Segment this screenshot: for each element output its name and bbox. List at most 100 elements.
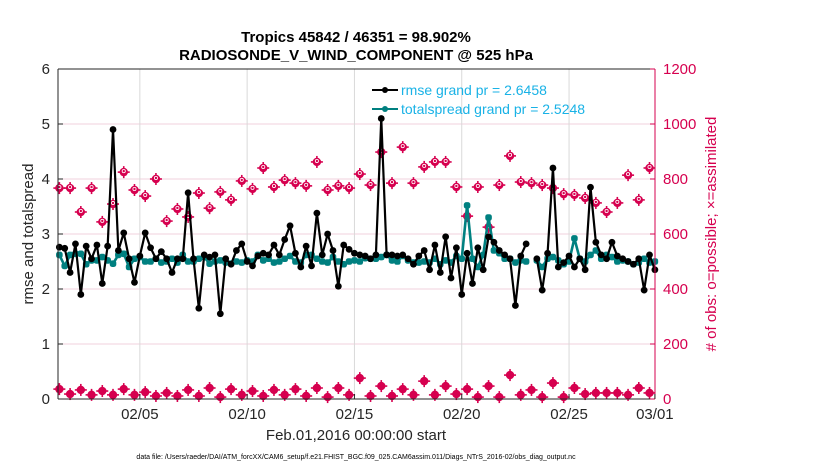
rmse-point xyxy=(281,236,289,243)
obs-assimilated-marker xyxy=(310,382,323,394)
rmse-point xyxy=(630,260,637,268)
rmse-point xyxy=(334,282,342,290)
rmse-point xyxy=(383,251,391,259)
legend-rmse-label: rmse grand pr = 2.6458 xyxy=(401,82,547,98)
obs-possible-marker xyxy=(353,168,366,181)
obs-possible-marker xyxy=(225,193,238,206)
rmse-point xyxy=(275,251,283,259)
totalspread-point xyxy=(549,253,557,261)
rmse-point xyxy=(501,251,509,259)
totalspread-point xyxy=(131,255,138,263)
obs-layer xyxy=(53,141,656,404)
totalspread-point xyxy=(109,260,117,267)
rmse-point xyxy=(613,252,621,260)
totalspread-point xyxy=(98,253,106,261)
rmse-point xyxy=(136,252,144,260)
rmse-point xyxy=(114,247,122,254)
rmse-point xyxy=(340,241,348,249)
obs-possible-marker xyxy=(493,179,506,192)
obs-possible-marker xyxy=(643,162,656,174)
rmse-point xyxy=(98,280,106,287)
y-tick-label: 0 xyxy=(42,391,50,408)
rmse-point xyxy=(200,251,208,259)
obs-assimilated-marker xyxy=(139,386,152,399)
rmse-point xyxy=(431,241,439,249)
rmse-point xyxy=(619,255,627,263)
y-right-tick-label: 0 xyxy=(663,391,671,408)
obs-assimilated-marker xyxy=(385,389,398,402)
totalspread-point xyxy=(270,259,278,266)
chart-title-line2: RADIOSONDE_V_WIND_COMPONENT @ 525 hPa xyxy=(179,47,534,64)
totalspread-point xyxy=(120,250,128,258)
x-tick-label: 03/01 xyxy=(636,406,674,423)
obs-possible-marker xyxy=(246,182,259,195)
rmse-point xyxy=(216,310,224,318)
totalspread-point xyxy=(351,257,358,264)
obs-assimilated-marker xyxy=(514,388,527,401)
obs-possible-marker xyxy=(343,182,356,195)
rmse-point xyxy=(404,255,412,263)
rmse-point xyxy=(190,255,197,263)
totalspread-point xyxy=(233,258,240,265)
y-right-tick-label: 200 xyxy=(663,336,688,353)
ticks: 0 1 2 3 4 5 6 0 200 400 600 800 1000 1200 02/05 02/10 02… xyxy=(42,61,697,423)
obs-assimilated-marker xyxy=(353,372,366,385)
totalspread-point xyxy=(377,253,385,261)
obs-possible-marker xyxy=(85,182,98,195)
obs-possible-marker xyxy=(171,202,184,215)
totalspread-point xyxy=(608,253,616,261)
obs-possible-marker xyxy=(407,177,420,190)
rmse-point xyxy=(426,266,433,274)
obs-possible-marker xyxy=(504,149,517,162)
x-tick-label: 02/15 xyxy=(336,406,374,423)
rmse-point xyxy=(82,242,90,250)
obs-possible-marker xyxy=(160,215,173,228)
obs-possible-marker xyxy=(332,179,345,192)
rmse-point xyxy=(211,251,219,259)
obs-assimilated-marker xyxy=(203,382,216,394)
rmse-point xyxy=(517,252,525,260)
obs-assimilated-marker xyxy=(117,383,130,396)
rmse-point xyxy=(163,255,171,263)
rmse-point xyxy=(77,291,85,298)
rmse-point xyxy=(72,240,79,248)
rmse-point xyxy=(646,251,653,259)
rmse-point xyxy=(420,247,428,254)
y-right-tick-label: 1000 xyxy=(663,116,696,133)
obs-assimilated-marker xyxy=(364,389,377,402)
obs-assimilated-marker xyxy=(64,388,77,401)
obs-assimilated-marker xyxy=(96,385,109,398)
obs-possible-marker xyxy=(289,177,302,190)
obs-possible-marker xyxy=(557,188,570,201)
rmse-point xyxy=(410,260,417,268)
rmse-point xyxy=(490,238,498,246)
totalspread-point xyxy=(147,258,154,265)
rmse-point xyxy=(109,126,117,133)
obs-assimilated-marker xyxy=(611,386,624,399)
rmse-point xyxy=(592,238,600,246)
chart-title-line1: Tropics 45842 / 46351 = 98.902% xyxy=(241,29,471,46)
totalspread-point xyxy=(512,259,519,266)
totalspread-point xyxy=(286,252,294,260)
obs-assimilated-marker xyxy=(600,386,613,399)
obs-possible-marker xyxy=(139,190,152,203)
rmse-point xyxy=(511,302,519,309)
rmse-point xyxy=(565,252,573,260)
legend-spread-label: totalspread grand pr = 2.5248 xyxy=(401,101,585,117)
obs-assimilated-marker xyxy=(622,388,635,401)
rmse-point xyxy=(243,258,251,265)
legend-spread-marker xyxy=(382,106,388,112)
rmse-point xyxy=(286,222,294,230)
totalspread-point xyxy=(206,260,213,267)
obs-possible-marker xyxy=(514,176,527,189)
rmse-point xyxy=(640,286,648,294)
y-right-tick-label: 800 xyxy=(663,171,688,188)
rmse-point xyxy=(485,233,492,241)
obs-possible-marker xyxy=(203,202,216,215)
totalspread-point xyxy=(318,258,326,265)
rmse-point xyxy=(254,252,262,260)
rmse-point xyxy=(61,244,69,252)
rmse-point xyxy=(571,263,578,271)
rmse-point xyxy=(549,164,557,172)
